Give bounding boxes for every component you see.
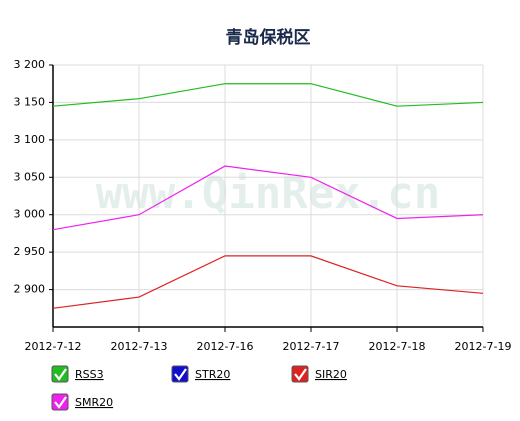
legend-label: SIR20 [315, 368, 347, 381]
legend-label: STR20 [195, 368, 230, 381]
legend-check [174, 368, 187, 381]
legend-label: SMR20 [75, 396, 113, 409]
x-tick-label: 2012-7-13 [111, 340, 168, 353]
legend-label: RSS3 [75, 368, 104, 381]
legend-checkbox [171, 365, 189, 383]
y-tick-label: 2 900 [14, 283, 46, 296]
x-tick-label: 2012-7-17 [283, 340, 340, 353]
legend-item[interactable]: STR20 [171, 365, 230, 383]
y-tick-label: 3 050 [14, 170, 46, 183]
y-tick-label: 3 100 [14, 133, 46, 146]
legend-item[interactable]: RSS3 [51, 365, 104, 383]
legend-check [54, 396, 67, 409]
watermark: www.QinRex.cn [96, 168, 440, 219]
series-line [52, 255, 484, 309]
legend-checkbox [291, 365, 309, 383]
y-tick-label: 3 150 [14, 95, 46, 108]
legend-check [54, 368, 67, 381]
series-line [52, 83, 484, 107]
legend-item[interactable]: SIR20 [291, 365, 347, 383]
chart-title: 青岛保税区 [226, 27, 311, 48]
y-tick-label: 3 000 [14, 208, 46, 221]
x-tick-label: 2012-7-12 [25, 340, 82, 353]
x-tick-label: 2012-7-16 [197, 340, 254, 353]
y-tick-label: 2 950 [14, 245, 46, 258]
legend-item[interactable]: SMR20 [51, 393, 113, 411]
x-tick-label: 2012-7-18 [369, 340, 426, 353]
legend-checkbox [51, 365, 69, 383]
legend-check [294, 368, 307, 381]
series-line [52, 165, 484, 231]
legend-checkbox [51, 393, 69, 411]
y-tick-label: 3 200 [14, 58, 46, 71]
x-tick-label: 2012-7-19 [455, 340, 512, 353]
